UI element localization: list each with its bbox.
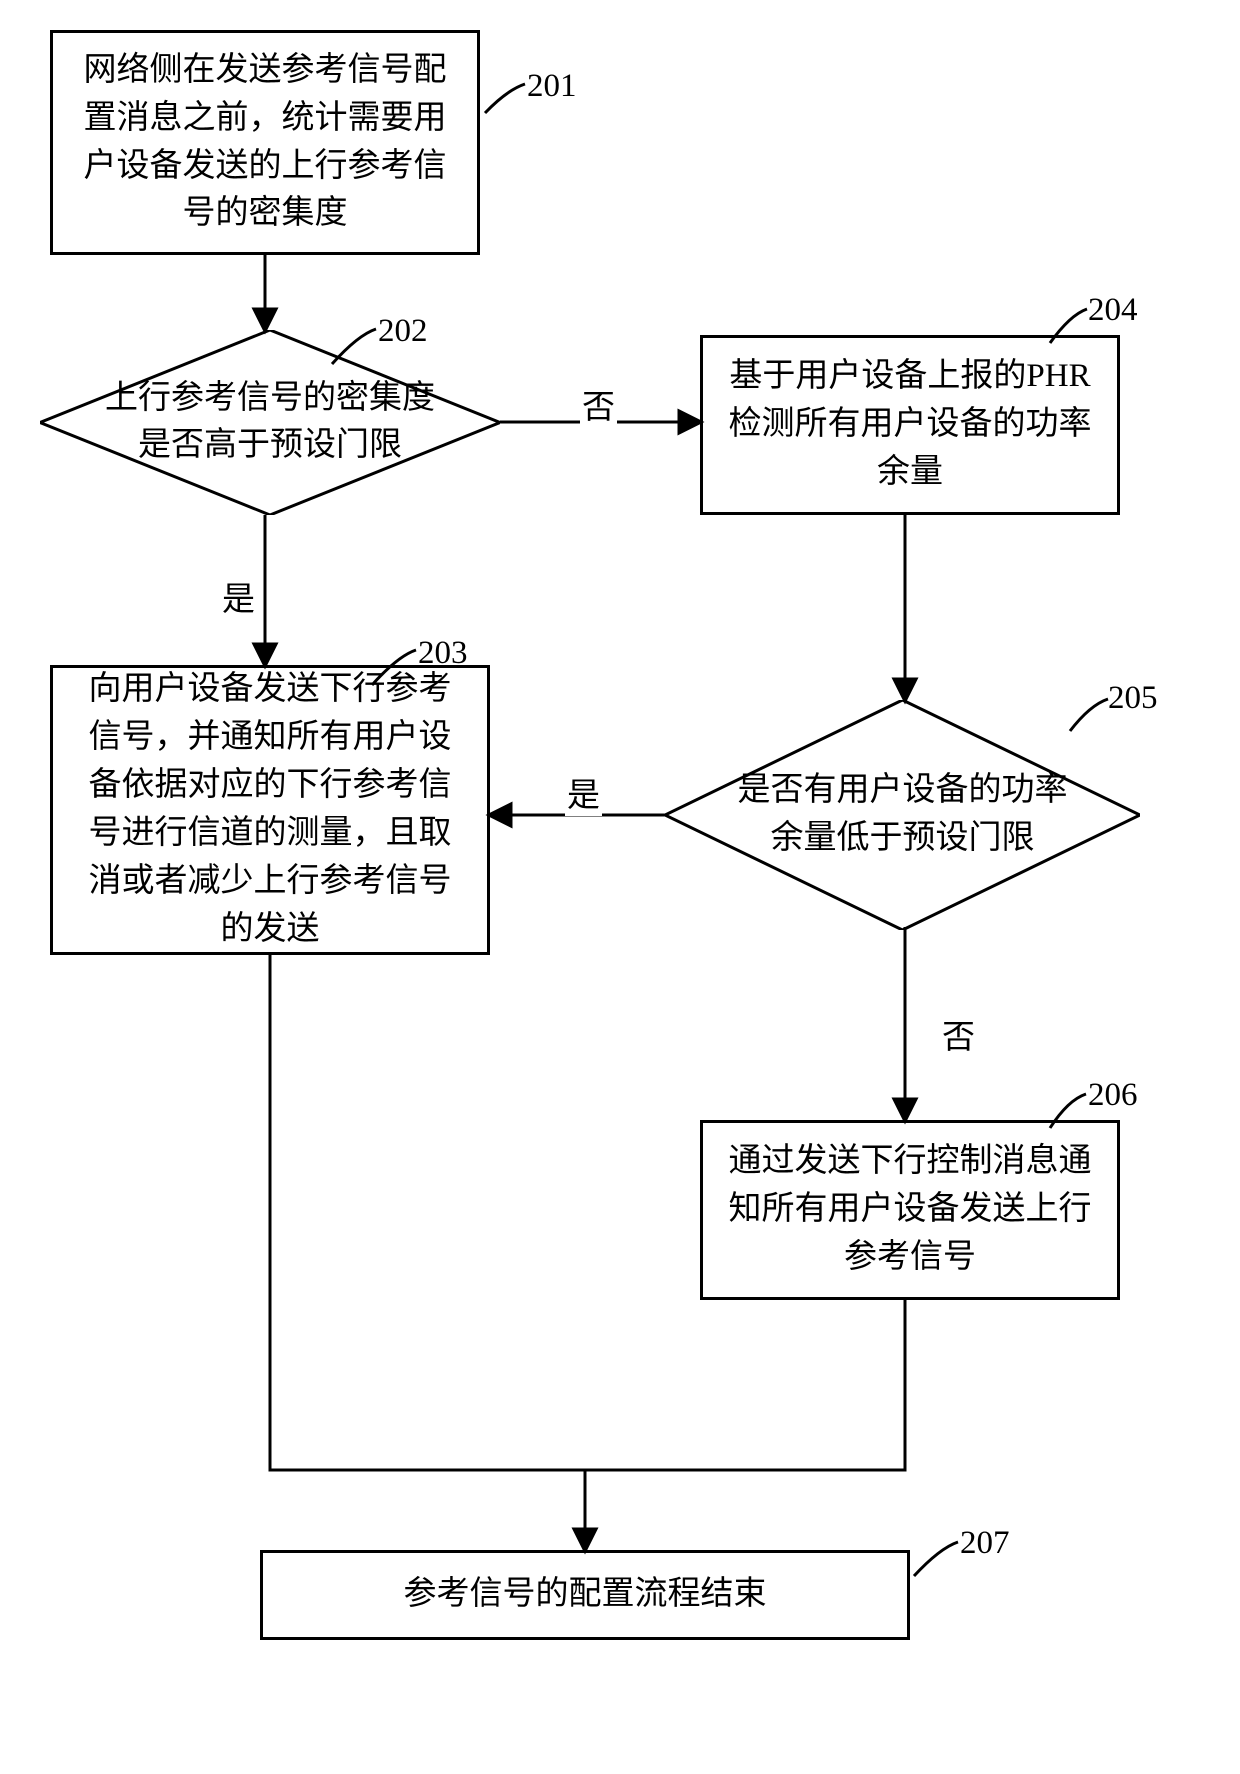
- edge-label-202-203: 是: [220, 572, 257, 620]
- flowchart-container: 网络侧在发送参考信号配置消息之前，统计需要用户设备发送的上行参考信号的密集度 2…: [0, 0, 1240, 1774]
- edge-label-205-206: 否: [940, 1010, 977, 1058]
- label-203: 203: [418, 635, 468, 672]
- label-205: 205: [1108, 680, 1158, 717]
- node-206: 通过发送下行控制消息通知所有用户设备发送上行参考信号: [700, 1120, 1120, 1300]
- node-205: 是否有用户设备的功率余量低于预设门限: [665, 700, 1140, 930]
- label-206: 206: [1088, 1077, 1138, 1114]
- node-202: 上行参考信号的密集度是否高于预设门限: [40, 330, 500, 515]
- node-203: 向用户设备发送下行参考信号，并通知所有用户设备依据对应的下行参考信号进行信道的测…: [50, 665, 490, 955]
- node-203-text: 向用户设备发送下行参考信号，并通知所有用户设备依据对应的下行参考信号进行信道的测…: [77, 666, 463, 953]
- label-207: 207: [960, 1525, 1010, 1562]
- edge-label-202-204: 否: [580, 380, 617, 428]
- node-201: 网络侧在发送参考信号配置消息之前，统计需要用户设备发送的上行参考信号的密集度: [50, 30, 480, 255]
- node-202-text: 上行参考信号的密集度是否高于预设门限: [104, 375, 435, 471]
- node-207-text: 参考信号的配置流程结束: [404, 1571, 767, 1619]
- node-206-text: 通过发送下行控制消息通知所有用户设备发送上行参考信号: [727, 1138, 1093, 1282]
- node-204-text: 基于用户设备上报的PHR检测所有用户设备的功率余量: [727, 353, 1093, 497]
- label-201: 201: [527, 68, 577, 105]
- label-202: 202: [378, 313, 428, 350]
- node-207: 参考信号的配置流程结束: [260, 1550, 910, 1640]
- edge-label-205-203: 是: [565, 768, 602, 816]
- node-204: 基于用户设备上报的PHR检测所有用户设备的功率余量: [700, 335, 1120, 515]
- node-205-text: 是否有用户设备的功率余量低于预设门限: [732, 767, 1074, 863]
- node-201-text: 网络侧在发送参考信号配置消息之前，统计需要用户设备发送的上行参考信号的密集度: [77, 47, 453, 238]
- label-204: 204: [1088, 292, 1138, 329]
